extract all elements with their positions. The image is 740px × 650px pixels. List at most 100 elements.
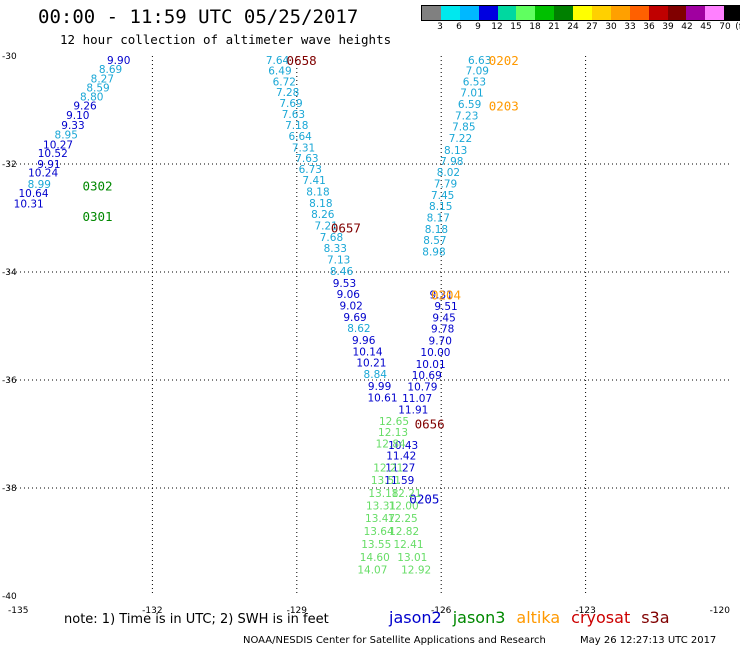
legend-label: 6 <box>456 22 462 32</box>
x-tick-label: -135 <box>8 606 28 616</box>
swh-value: 7.21 <box>314 221 337 233</box>
satellite-legend: jason2 jason3 altika cryosat s3a <box>389 608 681 627</box>
satellite-label-altika: altika <box>516 608 561 627</box>
swh-value: 10.14 <box>353 346 383 358</box>
legend-label: 15 <box>510 22 522 32</box>
satellite-label-cryosat: cryosat <box>571 608 631 627</box>
pass-time-label: 0205 <box>409 491 439 506</box>
swh-value: 8.57 <box>423 235 446 247</box>
swh-value: 7.79 <box>434 178 457 190</box>
y-tick-label: -38 <box>2 484 17 494</box>
y-tick-label: -36 <box>2 376 17 386</box>
legend-swatch <box>554 6 574 20</box>
swh-value: 10.64 <box>18 188 48 200</box>
swh-value: 10.52 <box>38 148 68 160</box>
legend-label: 12 <box>491 22 503 32</box>
swh-value: 6.72 <box>273 76 296 88</box>
swh-value: 9.10 <box>66 110 89 122</box>
legend-label: 30 <box>605 22 617 32</box>
swh-value: 11.91 <box>398 405 428 417</box>
swh-value: 7.13 <box>327 255 350 267</box>
swh-value: 7.09 <box>466 66 489 78</box>
swh-value: 14.60 <box>360 552 390 564</box>
swh-value: 8.59 <box>86 82 109 94</box>
swh-value: 7.31 <box>292 142 315 154</box>
legend-swatch <box>497 6 517 20</box>
swh-value: 11.42 <box>386 451 416 463</box>
satellite-label-jason3: jason3 <box>452 608 506 627</box>
swh-value: 8.26 <box>311 209 335 221</box>
y-tick-label: -40 <box>2 592 17 602</box>
swh-value: 11.59 <box>384 475 414 487</box>
swh-value: 7.23 <box>455 110 478 122</box>
swh-value: 7.01 <box>460 88 483 100</box>
swh-value: 8.18 <box>306 187 329 199</box>
legend-label: 70 <box>719 22 731 32</box>
legend-label: 39 <box>662 22 674 32</box>
swh-value: 7.45 <box>431 190 454 202</box>
swh-value: 13.51 <box>371 475 401 487</box>
units-note: note: 1) Time is in UTC; 2) SWH is in fe… <box>64 612 329 627</box>
swh-value: 8.33 <box>324 243 347 255</box>
x-tick-label: -120 <box>710 606 731 616</box>
satellite-label-jason2: jason2 <box>389 608 442 627</box>
y-tick-label: -32 <box>2 160 17 170</box>
swh-value: 13.31 <box>366 500 396 512</box>
footer-credit: NOAA/NESDIS Center for Satellite Applica… <box>243 635 546 646</box>
pass-time-label: 0658 <box>287 53 317 68</box>
legend-label: 42 <box>681 22 693 32</box>
legend-label: 24 <box>567 22 579 32</box>
legend-swatch <box>478 6 498 20</box>
satellite-label-s3a: s3a <box>641 608 670 627</box>
swh-value: 8.27 <box>91 74 114 86</box>
legend-label: 45 <box>700 22 712 32</box>
legend-swatch <box>592 6 611 20</box>
footer-timestamp: May 26 12:27:13 UTC 2017 <box>580 635 717 646</box>
swh-value: 8.62 <box>347 323 370 335</box>
swh-value: 6.53 <box>463 76 486 88</box>
swh-value: 7.18 <box>285 120 308 132</box>
legend-swatch <box>629 6 649 20</box>
swh-value: 8.46 <box>330 266 354 278</box>
swh-value: 10.21 <box>356 358 386 370</box>
swh-value: 12.21 <box>392 488 422 500</box>
pass-time-label: 0301 <box>82 209 112 224</box>
swh-value: 12.13 <box>378 427 408 439</box>
swh-value: 13.64 <box>364 526 394 538</box>
swh-value: 9.99 <box>368 381 391 393</box>
swh-value: 13.55 <box>361 539 391 551</box>
swh-value: 12.41 <box>393 539 423 551</box>
legend-label: 18 <box>529 22 541 32</box>
x-tick-label: -132 <box>142 606 162 616</box>
swh-value: 10.27 <box>43 140 73 152</box>
x-tick-label: -126 <box>431 606 452 616</box>
swh-value: 13.47 <box>365 513 395 525</box>
legend-swatch <box>686 6 706 20</box>
swh-value: 12.65 <box>379 416 409 428</box>
swh-value: 8.02 <box>437 167 460 179</box>
swh-value: 8.84 <box>364 369 388 381</box>
legend-swatch <box>648 6 668 20</box>
legend-label: 21 <box>548 22 560 32</box>
swh-value: 10.43 <box>388 440 418 452</box>
swh-value: 9.06 <box>337 289 361 301</box>
swh-value: 6.59 <box>458 99 481 111</box>
swh-value: 9.02 <box>339 300 362 312</box>
swh-value: 7.41 <box>302 175 325 187</box>
swh-value: 9.26 <box>73 101 97 113</box>
legend-label: 3 <box>437 22 443 32</box>
pass-time-label: 0657 <box>331 221 361 236</box>
legend-label: 9 <box>475 22 481 32</box>
legend-swatch <box>705 6 725 20</box>
pass-time-label: 0656 <box>415 417 445 432</box>
swh-value: 8.15 <box>429 201 452 213</box>
swh-value: 6.63 <box>468 55 491 67</box>
swh-value: 13.01 <box>397 552 427 564</box>
legend-swatch <box>667 6 687 20</box>
swh-value: 9.33 <box>61 120 84 132</box>
swh-value: 7.85 <box>452 122 475 134</box>
swh-value: 9.51 <box>434 301 457 313</box>
legend-swatch <box>610 6 630 20</box>
swh-value: 8.99 <box>28 179 51 191</box>
